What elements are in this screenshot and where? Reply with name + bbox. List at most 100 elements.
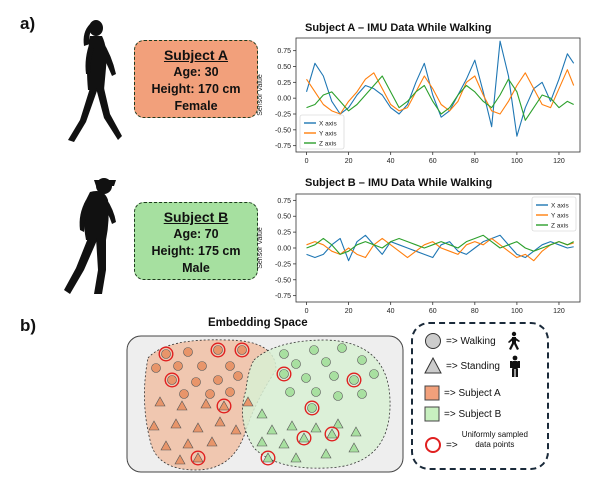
legend-entry: Y axis — [551, 213, 569, 220]
y-tick-label: -0.50 — [275, 127, 291, 134]
standing-point — [200, 398, 212, 409]
sampled-ring — [324, 426, 340, 442]
triangle-marker-icon — [424, 357, 442, 374]
subject-a-card: Subject A Age: 30 Height: 170 cm Female — [134, 40, 258, 118]
y-tick-label: 0.50 — [277, 214, 291, 221]
embedding-title: Embedding Space — [208, 317, 308, 329]
standing-point — [192, 422, 204, 433]
standing-point — [256, 436, 268, 447]
walking-point — [225, 387, 235, 397]
chart-legend: X axis Y axis Z axis — [531, 196, 577, 232]
subject-a-age: Age: 30 — [173, 65, 219, 79]
standing-point — [320, 448, 332, 459]
sampled-ring — [346, 372, 362, 388]
standing-point — [332, 418, 344, 429]
x-tick-label: 40 — [387, 308, 395, 315]
walking-point — [337, 343, 347, 353]
walking-point — [205, 389, 215, 399]
standing-point — [148, 420, 160, 431]
subject-b-name: Subject B — [163, 209, 229, 225]
standing-point — [266, 424, 278, 435]
walking-point — [279, 369, 289, 379]
subject-a-name: Subject A — [163, 47, 229, 63]
y-tick-label: 0.00 — [277, 246, 291, 253]
sampled-ring — [164, 372, 180, 388]
subject-b-sex: Male — [182, 261, 210, 275]
walking-point — [173, 361, 183, 371]
walking-point — [213, 375, 223, 385]
panel-b-label: b) — [20, 316, 37, 335]
legend-subject-a-label: => Subject A — [444, 387, 501, 399]
circle-marker-icon — [425, 333, 441, 349]
x-tick-label: 40 — [387, 158, 395, 165]
x-tick-label: 80 — [471, 308, 479, 315]
chart-b-title: Subject B – IMU Data While Walking — [305, 177, 493, 189]
walking-point — [183, 347, 193, 357]
legend-sampled-text: Uniformly sampled data points — [462, 430, 528, 450]
standing-point — [214, 416, 226, 427]
y-tick-label: -0.75 — [275, 293, 291, 300]
sampled-ring — [210, 342, 226, 358]
standing-point — [278, 438, 290, 449]
y-tick-label: 0.75 — [277, 48, 291, 55]
subject-b-region — [242, 339, 391, 469]
y-tick-label: -0.25 — [275, 112, 291, 119]
legend-subject-a: => Subject A — [424, 385, 501, 401]
walking-point — [161, 349, 171, 359]
sampled-ring — [304, 400, 320, 416]
standing-point — [182, 438, 194, 449]
legend-walking: => Walking — [424, 331, 522, 351]
walking-point — [329, 371, 339, 381]
y-tick-label: 0.75 — [277, 198, 291, 205]
subject-a-height: Height: 170 cm — [151, 82, 241, 96]
y-axis-label: Sensor Value — [257, 227, 264, 269]
legend-sampled-line2: data points — [475, 440, 515, 449]
x-tick-label: 0 — [305, 158, 309, 165]
walking-point — [321, 357, 331, 367]
standing-person-icon — [509, 355, 520, 377]
standing-point — [298, 432, 310, 443]
walking-point — [191, 377, 201, 387]
series-line-y-axis — [306, 69, 575, 115]
legend-entry: X axis — [319, 121, 337, 128]
chart-legend: X axis Y axis Z axis — [299, 114, 345, 150]
legend-subject-b: => Subject B — [424, 406, 501, 422]
x-tick-label: 100 — [511, 308, 523, 315]
walking-point — [179, 389, 189, 399]
walking-point — [357, 355, 367, 365]
walking-point — [307, 403, 317, 413]
legend-subject-b-label: => Subject B — [444, 408, 502, 420]
x-tick-label: 80 — [471, 158, 479, 165]
walking-point — [233, 371, 243, 381]
x-tick-label: 0 — [305, 308, 309, 315]
walking-point — [291, 359, 301, 369]
series-line-x-axis — [306, 234, 574, 262]
x-tick-label: 20 — [345, 158, 353, 165]
female-walking-silhouette-icon — [68, 20, 122, 142]
standing-point — [326, 428, 338, 439]
standing-point — [348, 442, 360, 453]
walking-point — [333, 391, 343, 401]
walking-point — [285, 387, 295, 397]
legend-standing-label: => Standing — [446, 360, 500, 372]
y-tick-label: 0.25 — [277, 80, 291, 87]
legend-sampled-arrow: => — [446, 439, 458, 451]
walking-point — [197, 361, 207, 371]
legend-sampled-line1: Uniformly sampled — [461, 430, 528, 439]
legend-entry: X axis — [551, 203, 569, 210]
sampled-ring — [216, 398, 232, 414]
standing-point — [262, 452, 274, 463]
y-tick-label: -0.50 — [275, 277, 291, 284]
panel-a-label: a) — [20, 14, 36, 33]
series-line-z-axis — [306, 234, 574, 255]
chart-b-plot: -0.75 -0.50 -0.25 0.00 0.25 0.50 0.75 0 20 40 60 80… — [257, 193, 581, 315]
x-tick-label: 60 — [429, 158, 437, 165]
sampled-ring — [276, 366, 292, 382]
y-tick-label: 0.00 — [277, 96, 291, 103]
walking-point — [237, 345, 247, 355]
embedding-space-plot — [126, 335, 404, 473]
standing-point — [286, 420, 298, 431]
y-tick-label: -0.25 — [275, 261, 291, 268]
legend-walking-label: => Walking — [446, 335, 496, 347]
standing-point — [170, 418, 182, 429]
